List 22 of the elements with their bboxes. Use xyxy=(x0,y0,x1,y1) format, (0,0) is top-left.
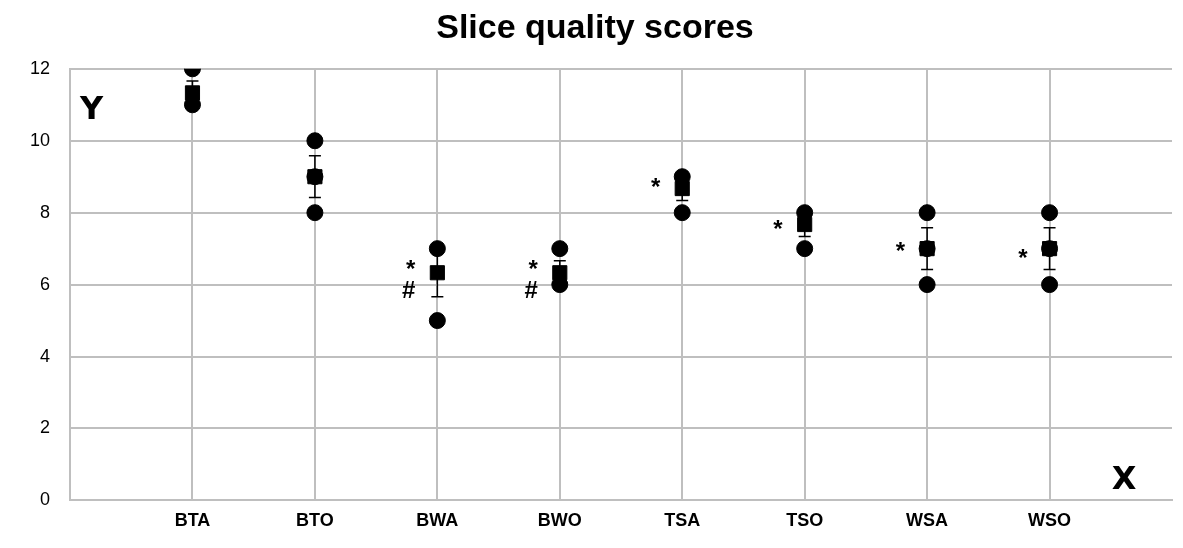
y-axis-title: Y xyxy=(79,89,105,128)
x-tick-label: BTO xyxy=(296,510,334,531)
y-tick-label: 0 xyxy=(40,489,51,510)
x-tick-label: WSA xyxy=(906,510,949,531)
x-tick-label: BTA xyxy=(174,510,211,531)
x-axis-title: X xyxy=(1111,458,1137,497)
y-tick-label: 10 xyxy=(29,129,51,150)
y-tick-label: 2 xyxy=(40,417,51,438)
x-tick-label: TSA xyxy=(664,510,701,531)
y-tick-label: 6 xyxy=(40,273,51,294)
y-tick-label: 4 xyxy=(40,345,51,366)
y-tick-label: 8 xyxy=(40,201,51,222)
x-tick-label: TSO xyxy=(786,510,824,531)
annotation: * xyxy=(650,173,661,201)
x-tick-label: BWO xyxy=(537,510,582,531)
x-tick-label: WSO xyxy=(1028,510,1072,531)
x-tick-label: BWA xyxy=(416,510,459,531)
annotation: * xyxy=(773,215,784,243)
annotation: * xyxy=(895,236,906,264)
y-tick-label: 12 xyxy=(29,57,51,78)
chart-title: Slice quality scores xyxy=(436,6,754,45)
annotation: * xyxy=(1018,244,1029,272)
